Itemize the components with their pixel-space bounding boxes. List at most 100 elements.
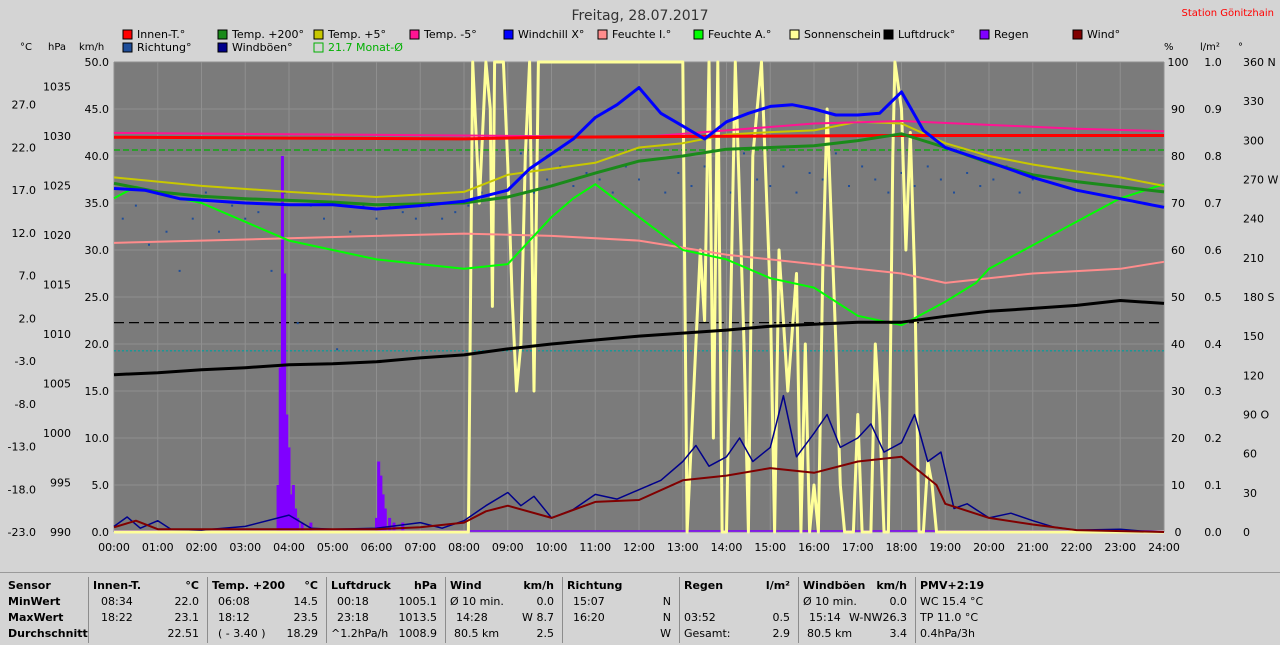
direction-point <box>519 152 522 155</box>
legend-swatch <box>883 29 894 40</box>
temp200-min-value: 14.5 <box>293 595 319 608</box>
y-axis-labels: 27.0 22.0 17.0 12.0 7.0 2.0 -3.0 -8.0 -13.0 -18.0… <box>8 56 1279 539</box>
x-tick-label: 06:00 <box>361 541 393 554</box>
x-tick-label: 08:00 <box>448 541 480 554</box>
direction-point <box>454 211 457 214</box>
direction-tick-label: 360 N <box>1243 56 1276 69</box>
wind-max-direction: W <box>522 611 533 624</box>
pressure-tick-label: 990 <box>50 526 71 539</box>
wind-tick-label: 25.0 <box>85 291 110 304</box>
direction-point <box>953 191 955 194</box>
direction-point <box>204 191 207 194</box>
wind-tick-label: 30.0 <box>85 244 110 257</box>
richtung-min-value: N <box>662 595 671 608</box>
station-name: Station Gönitzhain <box>1182 8 1274 19</box>
direction-point <box>336 348 339 351</box>
legend-label: Regen <box>994 28 1029 41</box>
direction-point <box>362 204 365 207</box>
direction-tick-label: 210 <box>1243 252 1264 265</box>
weather-chart: 00:00 01:00 02:00 03:00 04:00 05:00 06:00 07:00… <box>7 8 1279 554</box>
temp200-max-value: 23.5 <box>293 611 319 624</box>
legend-label: Wind° <box>1087 28 1120 41</box>
humidity-tick-label: 10 <box>1171 479 1185 492</box>
rain-bar <box>379 475 383 532</box>
humidity-tick-label: 30 <box>1171 385 1185 398</box>
direction-point <box>769 185 772 188</box>
series-line-temp-5- <box>113 120 1165 198</box>
direction-point <box>480 191 483 194</box>
direction-point <box>546 178 549 181</box>
direction-point <box>231 204 234 207</box>
legend-label: Temp. -5° <box>423 28 477 41</box>
wind-max-time: 14:28 <box>456 611 488 624</box>
innen-avg-value: 22.51 <box>167 627 200 640</box>
boeen-distance: 80.5 km <box>807 627 853 640</box>
legend-swatch <box>409 29 420 40</box>
legend-label: Windchill X° <box>518 28 584 41</box>
temp200-unit: °C <box>304 579 318 592</box>
innen-header: Innen-T. <box>93 579 142 592</box>
rain-bar <box>388 517 392 532</box>
direction-point <box>375 217 378 220</box>
boeen-max-direction: W-NW <box>849 611 883 624</box>
pmv-windchill: WC 15.4 °C <box>920 595 984 608</box>
series-line-sonnenschein <box>114 60 1164 534</box>
legend-label: Feuchte I.° <box>612 28 671 41</box>
sensor-header: Sensor <box>8 579 51 592</box>
rain-tick-label: 0.4 <box>1204 338 1222 351</box>
direction-point <box>756 178 759 181</box>
x-tick-label: 10:00 <box>536 541 568 554</box>
legend-label: Feuchte A.° <box>708 28 771 41</box>
direction-point <box>782 165 785 168</box>
x-tick-label: 14:00 <box>711 541 743 554</box>
richtung-max-value: N <box>662 611 671 624</box>
sensor-column: Sensor MinWert MaxWert Durchschnitt <box>4 577 88 643</box>
luftdruck-trend: ^1.2hPa/h <box>331 627 389 640</box>
humidity-tick-label: 60 <box>1171 244 1185 257</box>
pressure-tick-label: 1030 <box>43 130 71 143</box>
rain-bar <box>381 494 385 532</box>
x-tick-label: 19:00 <box>929 541 961 554</box>
pressure-tick-label: 995 <box>50 477 71 490</box>
direction-point <box>148 243 150 246</box>
pressure-tick-label: 1015 <box>43 279 71 292</box>
x-tick-label: 24:00 <box>1148 541 1180 554</box>
grid <box>113 61 1165 533</box>
series-line-luftdruck- <box>113 299 1165 377</box>
direction-tick-label: 300 <box>1243 134 1264 147</box>
direction-point <box>270 269 273 272</box>
temp-tick-label: -23.0 <box>8 526 36 539</box>
luftdruck-max-value: 1013.5 <box>398 611 438 624</box>
regen-total-label: Gesamt: <box>684 627 731 640</box>
wind-header: Wind <box>450 579 482 592</box>
pressure-tick-label: 1005 <box>43 378 71 391</box>
x-tick-label: 15:00 <box>754 541 786 554</box>
pressure-tick-label: 1010 <box>43 328 71 341</box>
direction-point <box>900 171 903 174</box>
temp-tick-label: -3.0 <box>15 355 36 368</box>
rain-bar <box>377 461 381 532</box>
legend-swatch <box>1072 29 1083 40</box>
unit-humidity: % <box>1164 42 1174 53</box>
pmv-column: PMV+2:19 WC 15.4 °C TP 11.0 °C 0.4hPa/3h <box>915 577 1026 643</box>
rain-bar <box>309 522 313 532</box>
series-line-feuchte-a- <box>113 183 1165 327</box>
direction-point <box>257 211 260 214</box>
direction-point <box>848 185 850 188</box>
boeen-column: Windböen km/h Ø 10 min. 0.0 15:14 W-NW 26.3 … <box>798 577 913 643</box>
x-tick-label: 18:00 <box>886 541 918 554</box>
temp200-max-time: 18:12 <box>218 611 250 624</box>
humidity-tick-label: 100 <box>1168 56 1189 69</box>
boeen-header: Windböen <box>803 579 866 592</box>
luftdruck-column: Luftdruck hPa 00:18 1005.1 23:18 1013.5 ^1.… <box>326 577 443 643</box>
x-tick-label: 21:00 <box>1017 541 1049 554</box>
rain-bar <box>276 485 280 532</box>
temp-tick-label: -18.0 <box>8 483 36 496</box>
wind-tick-label: 50.0 <box>85 56 110 69</box>
legend-swatch <box>313 42 324 53</box>
boeen-max-value: 26.3 <box>882 611 908 624</box>
direction-point <box>414 217 417 220</box>
legend-label: Richtung° <box>137 41 191 54</box>
x-tick-label: 00:00 <box>98 541 130 554</box>
wind-tick-label: 10.0 <box>85 432 110 445</box>
